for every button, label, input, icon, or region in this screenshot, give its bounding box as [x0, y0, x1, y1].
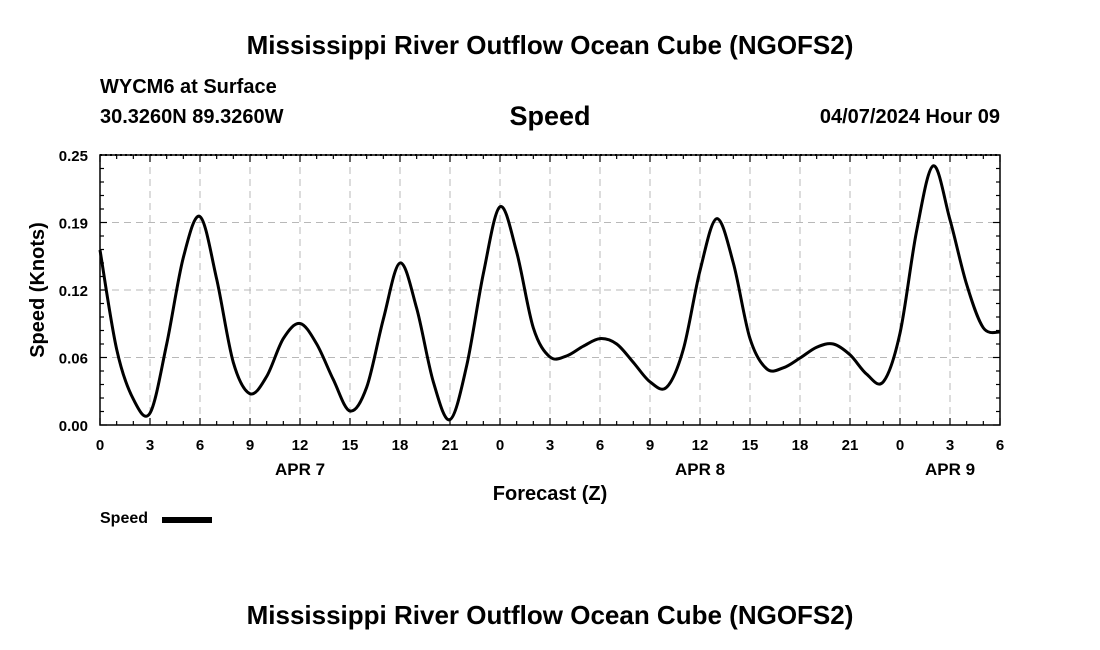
station-coords: 30.3260N 89.3260W	[100, 106, 284, 128]
y-tick-label: 0.25	[59, 148, 88, 165]
series-line-speed	[98, 164, 1001, 422]
chart-title: Mississippi River Outflow Ocean Cube (NG…	[246, 30, 854, 60]
date-label: APR 7	[275, 460, 325, 479]
x-tick-label: 6	[996, 437, 1004, 454]
footer-title: Mississippi River Outflow Ocean Cube (NG…	[246, 600, 854, 630]
x-axis-label: Forecast (Z)	[493, 483, 607, 505]
x-tick-label: 6	[196, 437, 204, 454]
variable-title: Speed	[509, 101, 591, 131]
x-tick-label: 3	[946, 437, 954, 454]
station-label: WYCM6 at Surface	[100, 76, 277, 98]
y-tick-label: 0.06	[59, 351, 88, 368]
x-tick-label: 0	[896, 437, 904, 454]
grid-lines	[100, 155, 1000, 425]
forecast-datetime: 04/07/2024 Hour 09	[819, 106, 1000, 128]
x-tick-label: 6	[596, 437, 604, 454]
y-tick-label: 0.12	[59, 283, 88, 300]
x-tick-label: 21	[442, 437, 459, 454]
y-tick-label: 0.00	[59, 418, 88, 435]
date-label: APR 8	[675, 460, 725, 479]
y-axis-label: Speed (Knots)	[27, 222, 49, 358]
x-tick-label: 3	[546, 437, 554, 454]
x-tick-label: 15	[342, 437, 359, 454]
series-layer	[98, 164, 1001, 422]
x-tick-label: 9	[646, 437, 654, 454]
x-tick-label: 0	[96, 437, 104, 454]
x-tick-label: 18	[792, 437, 809, 454]
date-label: APR 9	[925, 460, 975, 479]
y-tick-label: 0.19	[59, 216, 88, 233]
legend-line-swatch	[162, 517, 212, 523]
x-tick-label: 18	[392, 437, 409, 454]
axis-labels: 0 3 6 9 12 15 18 21 0 3 6 9 12 15 18 21 0 3 6 APR 7 APR 8 APR…	[27, 148, 1004, 505]
x-tick-label: 12	[692, 437, 709, 454]
x-tick-label: 21	[842, 437, 859, 454]
x-tick-label: 9	[246, 437, 254, 454]
x-tick-label: 15	[742, 437, 759, 454]
legend-label: Speed	[100, 510, 149, 527]
x-tick-label: 12	[292, 437, 309, 454]
tick-marks	[99, 154, 1001, 426]
x-tick-label: 3	[146, 437, 154, 454]
x-tick-label: 0	[496, 437, 504, 454]
